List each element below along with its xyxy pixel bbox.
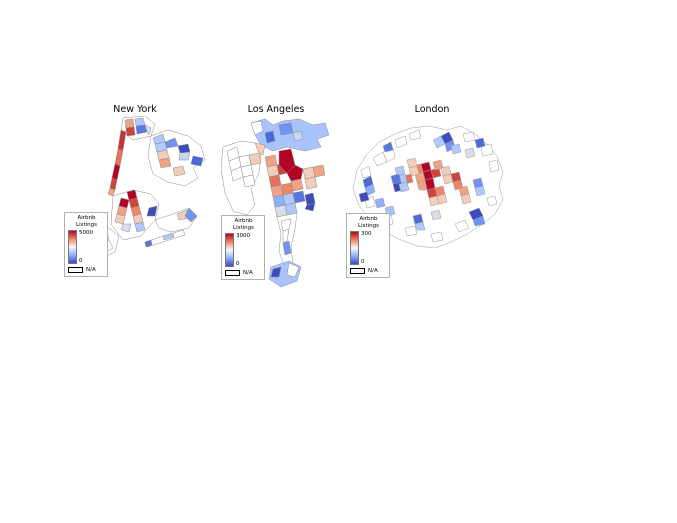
map-region-queens-cell [172, 165, 186, 177]
legend-min-label: 0 [79, 258, 83, 264]
legend-los-angeles: Airbnb Listings 3000 0 N/A [221, 215, 265, 280]
map-region-south-cell [304, 202, 316, 212]
map-region-rockaway-cell [144, 239, 153, 248]
map-region-tail-cell [282, 228, 290, 244]
map-region-valley-cell [264, 130, 276, 144]
map-region-east-cell [474, 185, 486, 197]
map-region-valley-outline [250, 118, 330, 152]
legend-title: Airbnb Listings [233, 218, 254, 231]
map-region-northeast-cell [464, 147, 476, 159]
map-title-london: London [414, 104, 450, 115]
map-region-southwest-cell [374, 197, 386, 209]
map-region-rockaway-cell [162, 232, 175, 241]
legend-max-label: 3000 [236, 233, 250, 239]
map-region-bronx-cell [134, 117, 146, 127]
legend-title: Airbnb Listings [358, 216, 379, 229]
map-region-ward [394, 135, 408, 149]
map-region-queens-cell [178, 151, 191, 161]
legend-na-label: N/A [243, 270, 253, 276]
map-region-valley-cell [250, 120, 264, 136]
legend-london: Airbnb Listings 300 0 N/A [346, 213, 390, 278]
map-region-san-pedro-cell [270, 266, 282, 278]
map-title-new-york: New York [113, 104, 157, 115]
map-region-manhattan-cell [111, 163, 121, 181]
choropleth-map-new-york [93, 116, 208, 281]
map-region-brooklyn-cell [114, 213, 126, 225]
legend-colorbar [350, 231, 359, 265]
map-region-south-cell [414, 221, 426, 231]
map-region-ward [480, 143, 494, 157]
map-region-manhattan-cell [117, 129, 127, 151]
map-region-ward [408, 129, 422, 141]
map-region-manhattan-cell [114, 148, 124, 167]
legend-new-york: Airbnb Listings 5000 0 N/A [64, 212, 108, 277]
map-region-north-cell [450, 143, 462, 155]
map-region-queens-cell [158, 157, 172, 169]
map-region-brooklyn-cell [146, 205, 158, 217]
map-region-san-pedro-cell [286, 262, 300, 278]
choropleth-map-los-angeles [221, 117, 333, 289]
map-region-ward [486, 195, 498, 207]
map-region-bronx-cell [124, 118, 135, 129]
map-region-west-blue-cell [398, 181, 410, 193]
map-region-north-cell [382, 141, 394, 153]
map-region-west-cell [242, 174, 256, 188]
map-region-southeast-cell [472, 215, 486, 227]
map-region-west-cell [254, 142, 266, 156]
map-region-south-cell [292, 190, 306, 204]
map-region-ring-cell [408, 165, 420, 177]
map-region-bronx-cell [125, 126, 136, 137]
map-region-ward [462, 131, 476, 143]
map-region-center-cell [416, 179, 428, 191]
map-region-bronx-cell [144, 124, 152, 136]
legend-max-label: 300 [361, 231, 372, 237]
legend-na-swatch [225, 270, 240, 276]
map-region-east-cell [460, 193, 472, 205]
map-region-east-cell [304, 176, 318, 190]
map-region-far-west-cell [358, 191, 370, 203]
legend-max-label: 5000 [79, 230, 93, 236]
map-region-queens-cell [190, 155, 204, 167]
map-region-west-cell [248, 152, 262, 166]
map-region-ward [488, 159, 500, 173]
map-region-ward [454, 219, 470, 233]
map-region-tail-cell [282, 240, 292, 256]
map-region-ring-cell [428, 195, 440, 207]
map-title-los-angeles: Los Angeles [247, 104, 305, 115]
legend-colorbar [68, 230, 77, 264]
map-region-south-cell [430, 209, 442, 221]
legend-na-swatch [68, 267, 83, 273]
map-region-valley-cell [292, 130, 304, 142]
legend-min-label: 0 [361, 259, 365, 265]
choropleth-map-london [347, 124, 507, 256]
map-region-valley-cell [278, 122, 294, 136]
map-region-brooklyn-cell [120, 223, 132, 233]
map-region-south-queens-cell [184, 207, 198, 223]
map-region-east-cell [312, 164, 326, 178]
map-region-brooklyn-cell [134, 221, 146, 233]
legend-min-label: 0 [236, 261, 240, 267]
legend-na-label: N/A [86, 267, 96, 273]
legend-na-label: N/A [368, 268, 378, 274]
map-region-ward [404, 225, 418, 237]
map-region-ward [430, 231, 444, 243]
map-region-north-cell [432, 135, 446, 149]
map-region-central-cell [290, 178, 304, 192]
map-region-northeast-cell [474, 137, 486, 149]
legend-colorbar [225, 233, 234, 267]
map-region-central-cell [286, 164, 304, 182]
legend-title: Airbnb Listings [76, 215, 97, 228]
legend-na-swatch [350, 268, 365, 274]
